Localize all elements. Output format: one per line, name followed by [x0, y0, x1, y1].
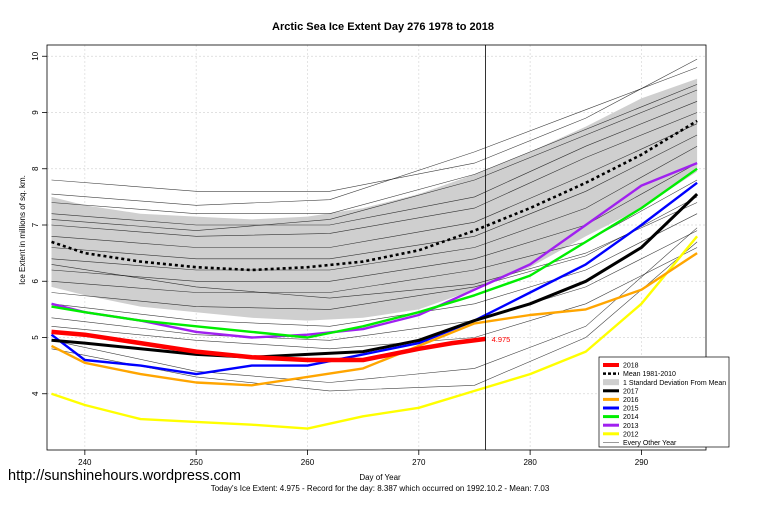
x-tick-label: 250 — [189, 458, 203, 467]
plot-area: 4.975 — [47, 45, 706, 450]
other-year-line — [51, 101, 698, 226]
other-year-line — [51, 241, 698, 392]
y-tick-label: 5 — [31, 335, 40, 340]
x-tick-label: 290 — [635, 458, 649, 467]
legend-swatch-sd — [603, 379, 619, 386]
x-tick-label: 260 — [301, 458, 315, 467]
std-dev-band — [51, 78, 698, 321]
other-year-line — [51, 162, 698, 282]
other-year-line — [51, 134, 698, 260]
other-year-line — [51, 123, 698, 248]
series-2016-line — [50, 252, 698, 387]
other-year-line — [51, 84, 698, 214]
x-tick-label: 270 — [412, 458, 426, 467]
series-2017-line — [51, 193, 699, 359]
legend-label: 2015 — [623, 406, 639, 413]
other-year-line — [51, 89, 698, 231]
legend-label: 2016 — [623, 397, 639, 404]
x-tick-label: 280 — [523, 458, 537, 467]
legend-label: 2014 — [623, 414, 639, 421]
other-year-line — [51, 213, 698, 327]
legend-label: Mean 1981-2010 — [623, 371, 676, 378]
series-2014-line — [51, 167, 698, 339]
y-tick-label: 10 — [31, 51, 40, 60]
y-tick-label: 4 — [31, 391, 40, 396]
y-tick-label: 9 — [31, 110, 40, 115]
series-2012-line — [51, 235, 699, 430]
annotation-2018-value: 4.975 — [492, 335, 511, 344]
series-2018-line — [51, 329, 486, 363]
x-tick-label: 240 — [78, 458, 92, 467]
legend-label: 2018 — [623, 363, 639, 370]
x-axis-label: Day of Year — [359, 473, 401, 482]
other-year-line — [51, 230, 698, 341]
y-tick-label: 8 — [31, 166, 40, 171]
site-url[interactable]: http://sunshinehours.wordpress.com — [8, 468, 241, 484]
y-tick-label: 7 — [31, 222, 40, 227]
other-year-line — [51, 112, 698, 237]
chart-title: Arctic Sea Ice Extent Day 276 1978 to 20… — [272, 21, 494, 33]
plot-frame — [46, 44, 707, 451]
axes: 240 250 260 270 280 290 4 5 6 7 8 9 10 — [31, 44, 707, 467]
other-year-line — [51, 145, 698, 271]
other-year-line — [51, 202, 698, 299]
legend-label: Every Other Year — [623, 440, 677, 447]
legend-box — [598, 356, 730, 448]
mean-line — [51, 119, 698, 272]
y-tick-label: 6 — [31, 278, 40, 283]
other-year-line — [51, 196, 698, 310]
other-year-line — [51, 67, 698, 206]
y-axis-label: Ice Extent in millions of sq. km. — [18, 175, 27, 285]
legend-label: 2013 — [623, 423, 639, 430]
footer-text: Today's Ice Extent: 4.975 - Record for t… — [211, 484, 550, 493]
legend-label: 2017 — [623, 388, 639, 395]
other-year-line — [51, 227, 698, 383]
legend-label: 1 Standard Deviation From Mean — [623, 380, 726, 387]
other-year-line — [51, 58, 698, 192]
legend-label: 2012 — [623, 431, 639, 438]
series-2015-line — [50, 181, 698, 376]
